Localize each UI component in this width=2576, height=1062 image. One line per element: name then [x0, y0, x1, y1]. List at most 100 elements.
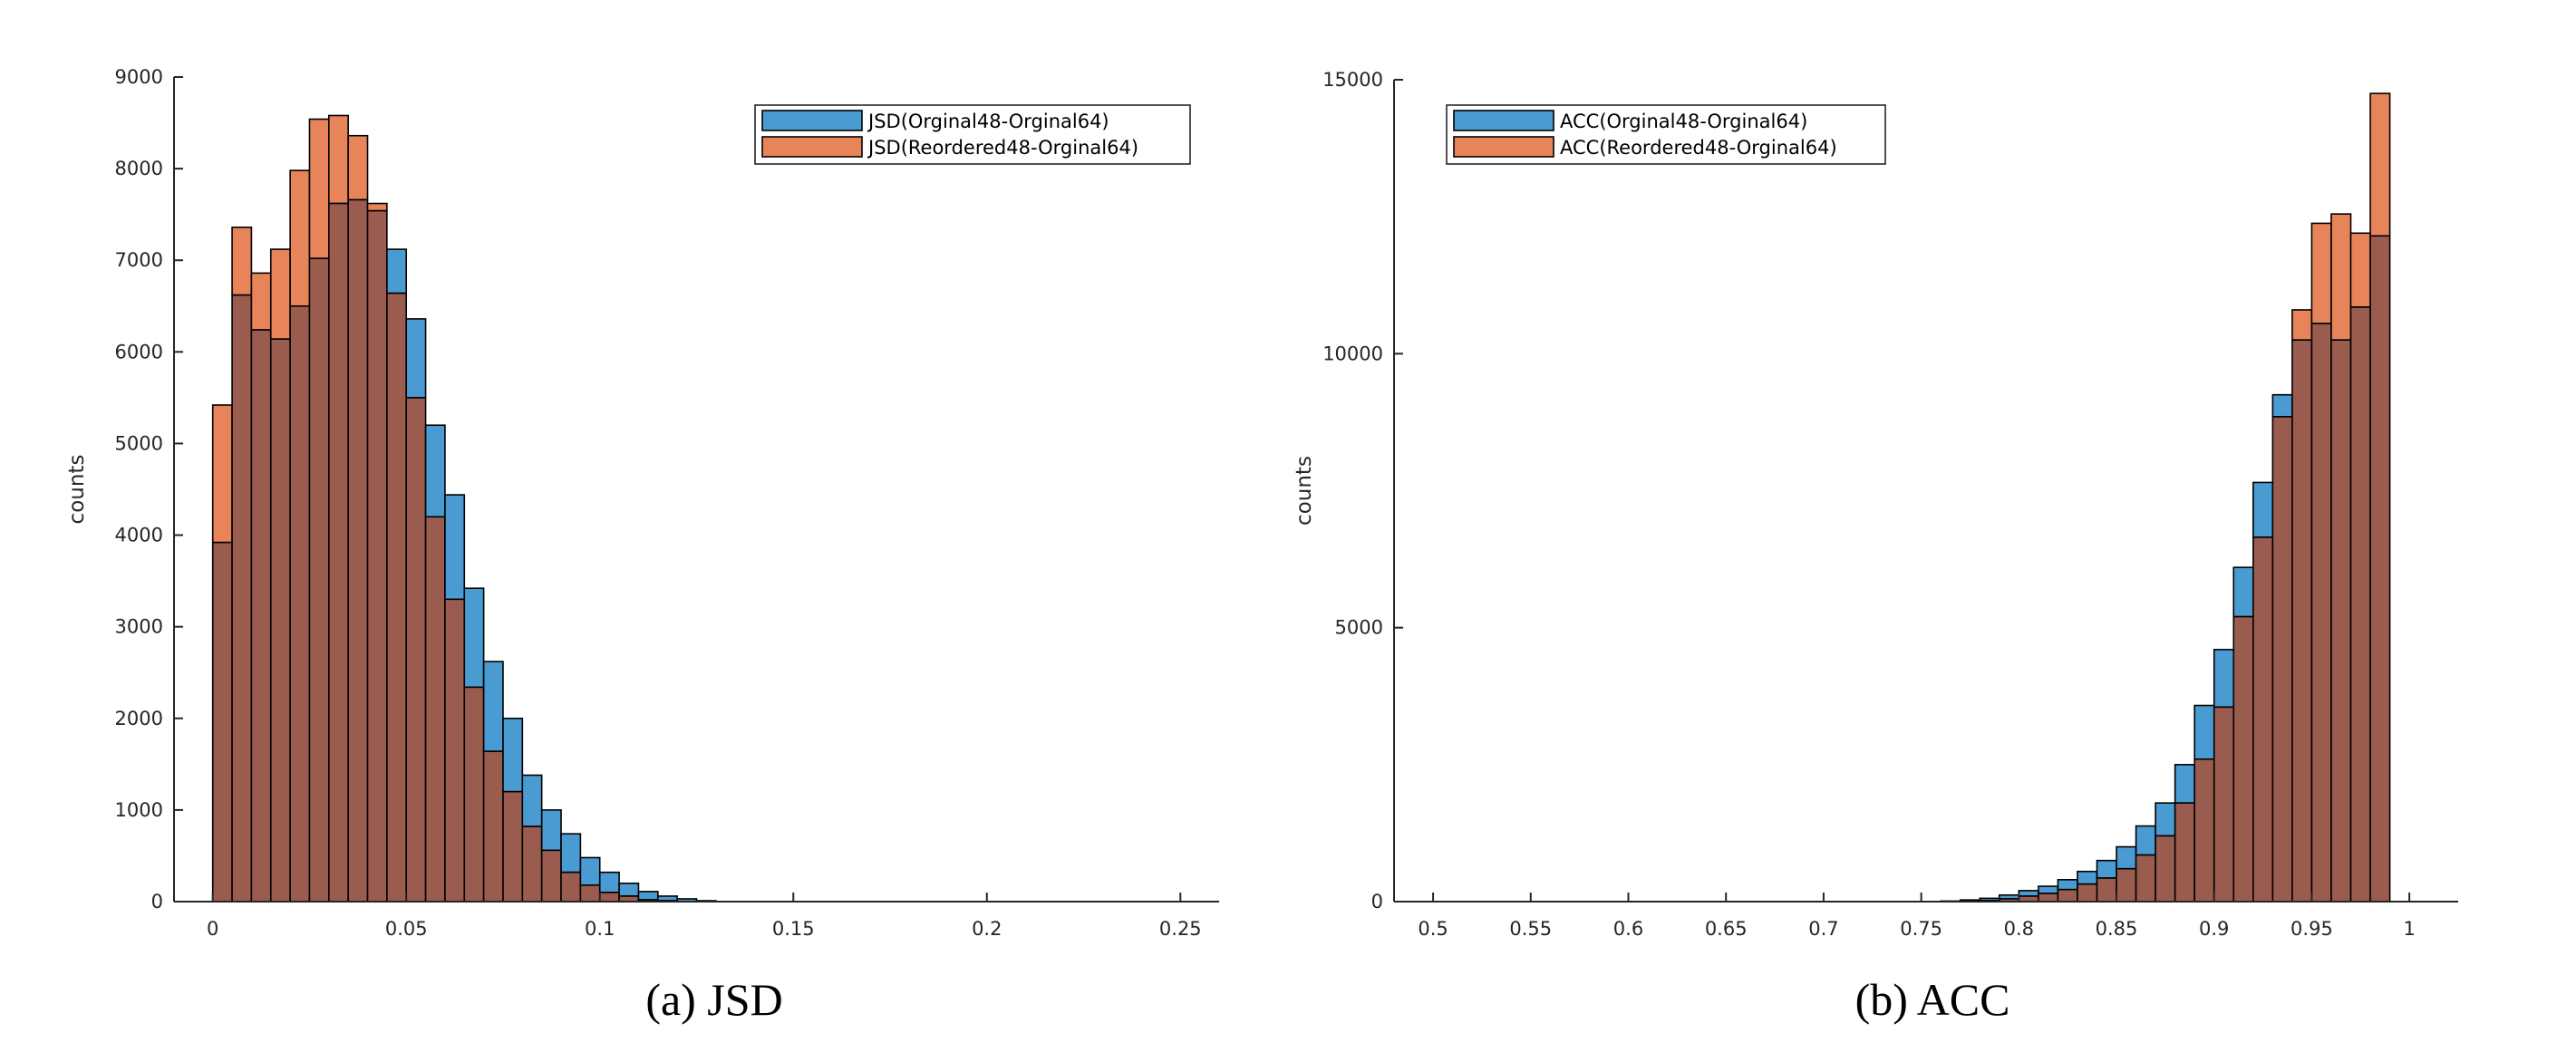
bar-series1-17: [540, 809, 562, 852]
bar-series1-9: [2116, 845, 2137, 870]
bar-overlap-17: [2271, 416, 2293, 903]
jsd-histogram-panel: 0 0.05 0.1 0.15 0.2 0.25 0 1000 2000 3000 4000 5000…: [65, 66, 1219, 1025]
bar-overlap-15: [2232, 615, 2254, 903]
legend-entry-1: ACC(Orginal48-Orginal64): [1560, 111, 1807, 132]
y-tick-label: 10000: [1322, 343, 1383, 364]
y-tick-label: 6000: [115, 341, 163, 362]
x-tick-label: 0.55: [1509, 918, 1552, 940]
bar-overlap-0: [211, 541, 233, 903]
legend-swatch-1: [761, 110, 863, 131]
bar-series1-4: [2018, 890, 2039, 897]
bar-series1-5: [2038, 885, 2059, 894]
acc-histogram-panel: 0.5 0.55 0.6 0.65 0.7 0.75 0.8 0.85 0.9 0.95 1 0 500…: [1293, 69, 2458, 1025]
bar-overlap-6: [328, 202, 349, 903]
y-tick-label: 15000: [1322, 69, 1383, 91]
x-tick-label: 0.95: [2290, 918, 2333, 940]
y-axis-label: counts: [1293, 456, 1316, 526]
x-tick-label: 0.15: [772, 918, 815, 940]
x-tick-label: 0.65: [1705, 918, 1748, 940]
x-tick-label: 0.8: [2004, 918, 2034, 940]
x-tick-label: 0.9: [2199, 918, 2229, 940]
bar-series2-19: [2310, 222, 2332, 324]
x-tick-label: 0.7: [1808, 918, 1838, 940]
bar-overlap-13: [2193, 758, 2215, 903]
bar-overlap-20: [2330, 339, 2352, 903]
bar-overlap-12: [444, 598, 466, 903]
bar-overlap-1: [231, 294, 253, 903]
bar-overlap-19: [579, 883, 601, 903]
bar-overlap-10: [405, 397, 427, 903]
bar-series1-18: [560, 833, 582, 874]
bar-series1-16: [2252, 481, 2274, 538]
y-axis-label: counts: [65, 455, 89, 525]
bar-series1-15: [502, 717, 524, 793]
bar-overlap-8: [2096, 877, 2117, 903]
bar-overlap-16: [2252, 536, 2274, 903]
bar-series2-21: [2349, 232, 2371, 308]
bar-overlap-9: [2116, 867, 2137, 903]
bar-series2-18: [2291, 309, 2313, 342]
bar-series2-8: [366, 202, 388, 212]
bar-overlap-21: [2349, 306, 2371, 903]
bar-overlap-12: [2174, 802, 2195, 903]
bar-overlap-13: [463, 686, 485, 903]
bar-series1-12: [2174, 764, 2195, 804]
x-tick-label: 0.1: [585, 918, 615, 940]
y-tick-label: 8000: [115, 158, 163, 179]
bar-series2-3: [269, 248, 291, 340]
bar-series2-4: [289, 169, 311, 307]
bar-series1-13: [2193, 704, 2215, 760]
bar-series1-21: [618, 882, 640, 897]
x-tick-label: 0.05: [385, 918, 428, 940]
legend-swatch-2: [1453, 136, 1554, 158]
bar-overlap-6: [2057, 888, 2078, 903]
caption-acc: (b) ACC: [1855, 974, 2010, 1025]
x-tick-label: 0.75: [1900, 918, 1942, 940]
y-tick-label: 7000: [115, 249, 163, 271]
legend-swatch-2: [761, 136, 863, 158]
bar-overlap-16: [521, 825, 543, 903]
bar-overlap-8: [366, 209, 388, 903]
bar-series2-1: [231, 227, 253, 296]
bar-overlap-17: [540, 849, 562, 903]
x-tick-label: 0.85: [2096, 918, 2138, 940]
bar-series1-10: [2135, 825, 2156, 856]
bar-series1-14: [482, 661, 504, 752]
bar-series2-0: [211, 404, 233, 544]
bar-series1-13: [463, 587, 485, 689]
bar-series1-17: [2271, 393, 2293, 418]
bar-series1-15: [2232, 566, 2254, 618]
bar-series1-20: [598, 871, 620, 893]
bar-series1-11: [2155, 802, 2176, 837]
bar-overlap-14: [482, 750, 504, 903]
x-tick-label: 0.5: [1418, 918, 1448, 940]
caption-jsd: (a) JSD: [645, 974, 782, 1025]
bar-series1-8: [2096, 859, 2117, 879]
bar-series1-10: [405, 318, 427, 399]
legend-0: JSD(Orginal48-Orginal64) JSD(Reordered48-…: [754, 104, 1191, 165]
bar-series2-6: [328, 114, 349, 205]
x-tick-label: 0.2: [972, 918, 1002, 940]
bar-overlap-15: [502, 790, 524, 903]
bar-series1-6: [2057, 879, 2078, 891]
y-tick-label: 4000: [115, 525, 163, 546]
y-tick-label: 1000: [115, 799, 163, 821]
bars-0: [211, 114, 717, 903]
legend-entry-1: JSD(Orginal48-Orginal64): [867, 111, 1109, 132]
bar-series1-9: [386, 248, 408, 294]
bar-overlap-18: [2291, 339, 2313, 903]
y-tick-label: 9000: [115, 66, 163, 88]
bar-series2-2: [250, 272, 272, 331]
bar-overlap-4: [289, 304, 311, 903]
legend-entry-2: JSD(Reordered48-Orginal64): [867, 137, 1138, 159]
bar-series1-11: [424, 424, 446, 518]
legend-1: ACC(Orginal48-Orginal64) ACC(Reordered48-…: [1446, 104, 1886, 165]
bar-overlap-11: [424, 516, 446, 903]
bar-overlap-20: [598, 892, 620, 903]
bar-series2-5: [308, 118, 330, 259]
x-tick-label: 0.6: [1613, 918, 1643, 940]
legend-swatch-1: [1453, 110, 1554, 131]
bar-series2-22: [2369, 92, 2391, 237]
bar-series1-19: [579, 856, 601, 886]
bar-overlap-10: [2135, 854, 2156, 903]
